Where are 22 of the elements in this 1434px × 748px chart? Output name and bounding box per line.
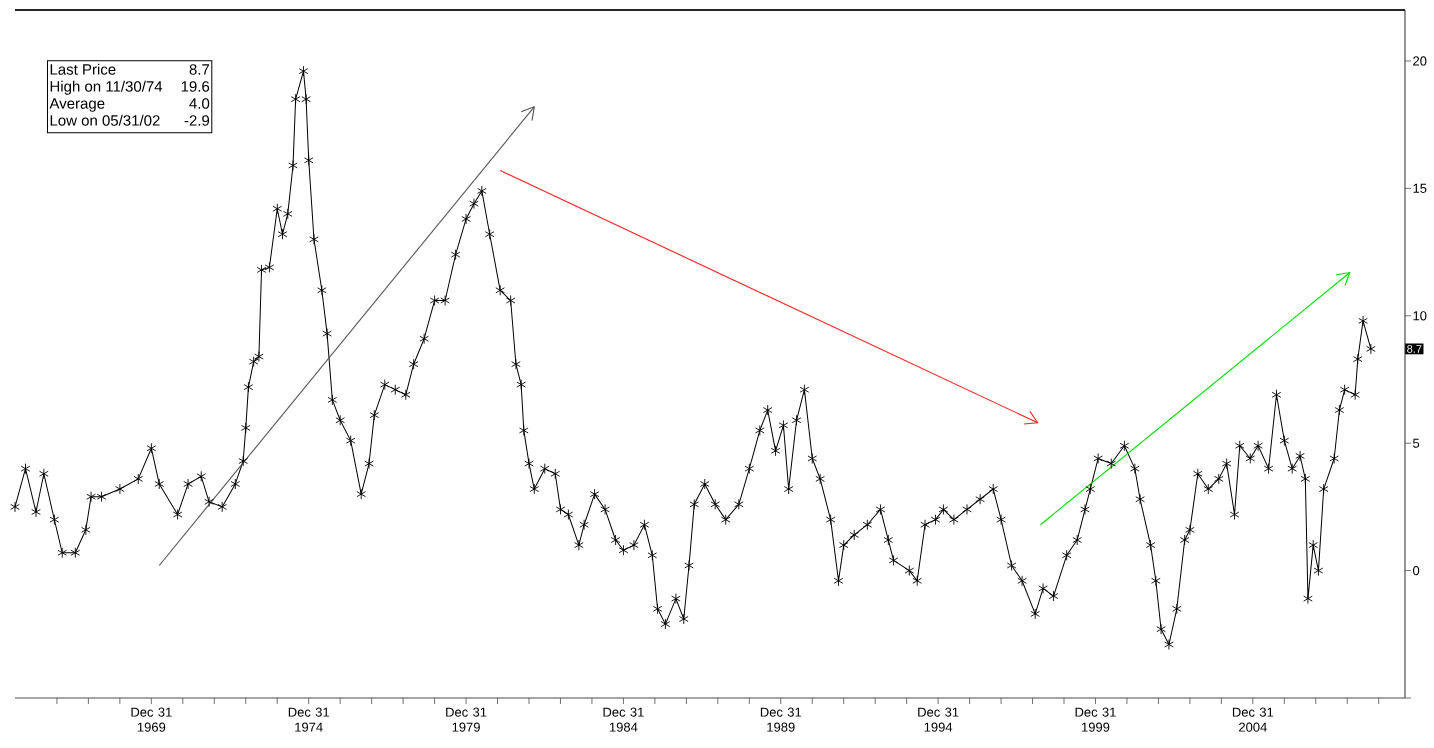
y-tick-label: 20 — [1413, 56, 1427, 66]
y-tick-label: 5 — [1413, 438, 1420, 448]
y-tick-label: 0 — [1413, 565, 1420, 576]
annotation: Last Price — [50, 63, 116, 75]
annotation: High on 11/30/74 — [50, 80, 163, 95]
annotation: 8.7 — [189, 64, 210, 75]
x-tick-label: Dec 31 1979 — [446, 707, 487, 732]
annotation: -2.9 — [184, 115, 210, 126]
x-tick-label: Dec 31 1984 — [603, 707, 644, 732]
y-tick-label: 10 — [1413, 311, 1427, 321]
x-tick-label: Dec 31 1974 — [288, 707, 330, 732]
x-tick-label: Dec 31 1999 — [1075, 707, 1116, 732]
x-tick-label: Dec 31 1969 — [131, 707, 172, 732]
x-tick-label: Dec 31 1994 — [918, 707, 959, 732]
annotation: Average — [49, 98, 105, 112]
annotation: Low on 05/31/02 — [50, 114, 160, 126]
annotation: 8.7 — [1407, 345, 1422, 353]
x-tick-label: Dec 31 1989 — [760, 707, 802, 732]
x-tick-label: Dec 31 2004 — [1232, 707, 1274, 732]
y-tick-label: 15 — [1413, 183, 1427, 193]
annotation: 4.0 — [189, 98, 210, 109]
annotation: 19.6 — [181, 81, 210, 92]
